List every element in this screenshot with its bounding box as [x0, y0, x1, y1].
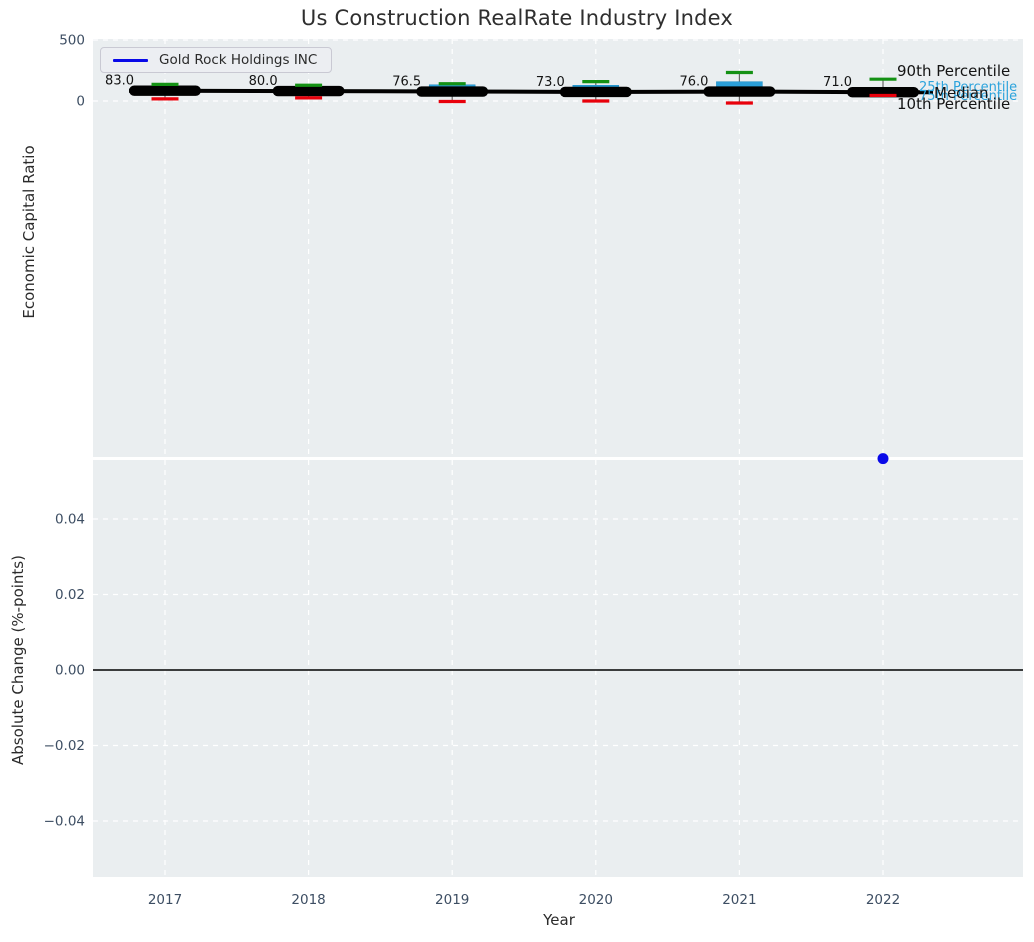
- median-trend-line: [129, 91, 933, 92]
- bottom-ytick-−0.04: −0.04: [44, 814, 85, 830]
- xtick-2018: 2018: [291, 892, 325, 908]
- bottom-ytick-−0.02: −0.02: [44, 738, 85, 754]
- bottom-ytick-0.02: 0.02: [55, 587, 85, 603]
- xtick-2022: 2022: [866, 892, 900, 908]
- median-capsule-2018: [273, 86, 345, 96]
- chart-title: Us Construction RealRate Industry Index: [0, 6, 1034, 30]
- median-capsule-2021: [703, 86, 775, 96]
- bottom-ytick-0.00: 0.00: [55, 663, 85, 679]
- top-y-axis-label: Economic Capital Ratio: [20, 145, 38, 318]
- median-capsule-2017: [129, 86, 201, 96]
- xtick-2020: 2020: [579, 892, 613, 908]
- industry-index-figure: 83.0 80.0 76.5 73.0 76.0 71.0 500 0 0.04 0.02 0.00…: [0, 0, 1034, 942]
- xtick-2019: 2019: [435, 892, 469, 908]
- x-axis-label: Year: [0, 911, 1034, 929]
- annotation-90th-percentile: 90th Percentile: [897, 62, 1010, 80]
- median-value-label-2022: 71.0: [823, 75, 852, 90]
- top-ytick-0: 0: [76, 94, 85, 110]
- xtick-2021: 2021: [722, 892, 756, 908]
- xtick-2017: 2017: [148, 892, 182, 908]
- top-ytick-500: 500: [59, 33, 85, 49]
- industry-index-chart: 83.0 80.0 76.5 73.0 76.0 71.0 500 0 0.04 0.02 0.00…: [0, 0, 1034, 942]
- bottom-ytick-0.04: 0.04: [55, 512, 85, 528]
- company-point-2022: [878, 453, 889, 464]
- median-value-label-2019: 76.5: [392, 75, 421, 90]
- legend-line-sample: [113, 59, 148, 62]
- legend: Gold Rock Holdings INC: [100, 47, 332, 73]
- median-capsule-2019: [416, 86, 488, 96]
- median-value-label-2021: 76.0: [679, 75, 708, 90]
- annotation-10th-percentile: 10th Percentile: [897, 95, 1010, 113]
- bottom-y-axis-label: Absolute Change (%-points): [9, 555, 27, 765]
- median-capsule-2020: [560, 87, 632, 97]
- legend-label: Gold Rock Holdings INC: [159, 52, 317, 68]
- median-value-label-2020: 73.0: [536, 75, 565, 90]
- median-value-label-2017: 83.0: [105, 74, 134, 89]
- median-value-label-2018: 80.0: [249, 74, 278, 89]
